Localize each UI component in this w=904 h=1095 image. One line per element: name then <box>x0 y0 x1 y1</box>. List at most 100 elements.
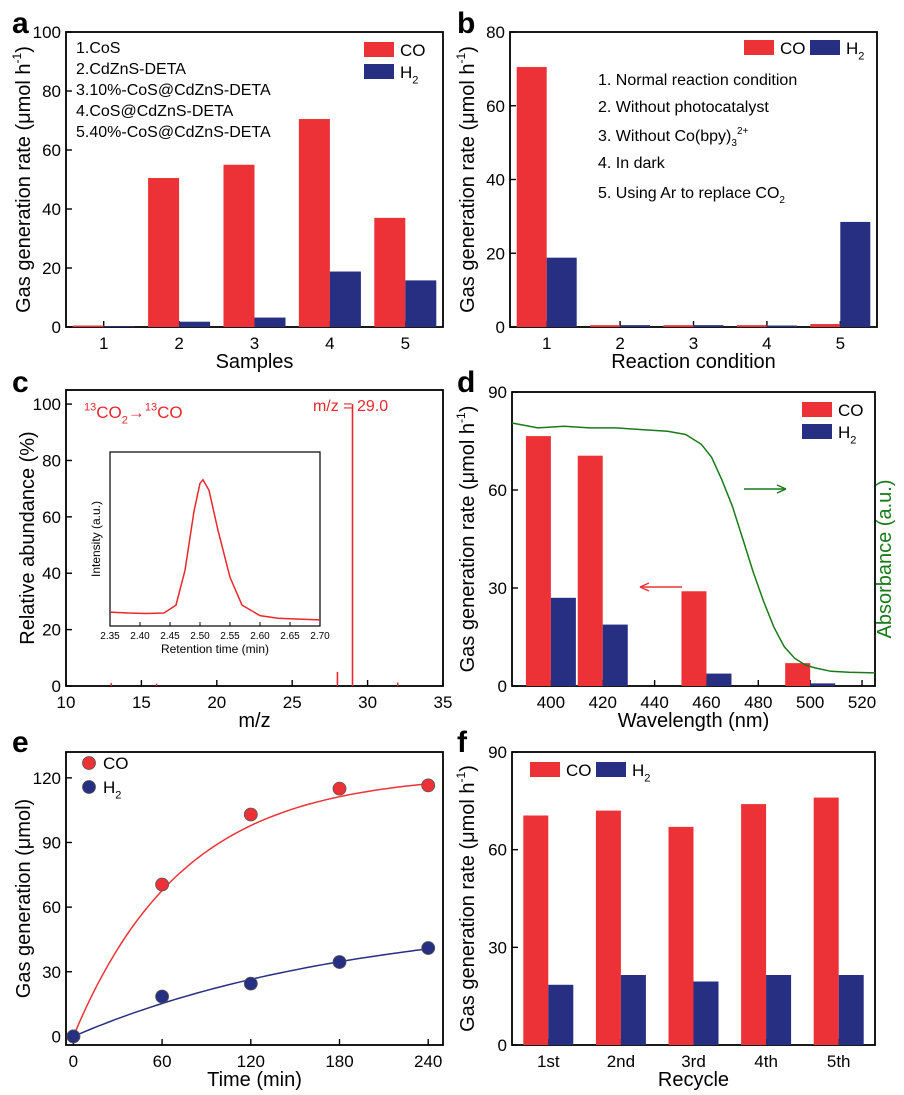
bar-h2-a <box>405 280 437 327</box>
data-point-H2-e <box>332 955 347 969</box>
reaction-label-c: 13CO2→13CO <box>84 401 183 426</box>
y-tick-label-b: 80 <box>486 23 505 42</box>
data-point-H2-e <box>66 1029 81 1044</box>
fit-curve-H2-e <box>73 948 429 1038</box>
y-tick-label-c: 20 <box>42 621 61 640</box>
bar-co-b <box>810 324 841 327</box>
legend-label-b-co: CO <box>780 39 806 58</box>
legend-label-d-co: CO <box>838 401 864 420</box>
x-tick-label-b: 3 <box>689 334 698 353</box>
inset-x-title-c: Retention time (min) <box>161 642 269 656</box>
legend-label-a-h2: H2 <box>400 63 418 86</box>
legend-swatch-f-co <box>530 762 560 777</box>
bar-co-d <box>681 591 707 686</box>
y-tick-label-a: 60 <box>42 141 61 160</box>
y-axis-title-c: Relative abundance (%) <box>17 431 39 644</box>
sample-note-a: 2.CdZnS-DETA <box>76 61 186 78</box>
x-tick-label-d: 400 <box>537 693 565 712</box>
inset-x-tick-label-c: 2.60 <box>250 631 270 642</box>
y-tick-label-a: 20 <box>42 259 61 278</box>
bar-h2-b <box>546 257 577 327</box>
bar-h2-d <box>550 597 576 686</box>
y-tick-label-f: 0 <box>498 1036 507 1055</box>
legend-swatch-a-co <box>364 42 394 57</box>
x-tick-label-c: 30 <box>358 693 377 712</box>
x-tick-label-b: 4 <box>762 334 771 353</box>
legend-marker-e-co <box>82 756 96 770</box>
x-tick-label-a: 5 <box>401 334 410 353</box>
inset-x-tick-label-c: 2.35 <box>100 631 120 642</box>
x-tick-label-b: 2 <box>615 334 624 353</box>
y-tick-label-c: 80 <box>42 451 61 470</box>
legend-swatch-a-h2 <box>364 64 394 79</box>
y-tick-label-e: 0 <box>52 1027 61 1046</box>
x-tick-label-d: 480 <box>744 693 772 712</box>
panel-label-f: f <box>457 726 468 759</box>
y-tick-label-a: 100 <box>33 23 61 42</box>
data-point-CO-e <box>155 877 169 892</box>
inset-trace-c <box>109 478 321 621</box>
panel-label-b: b <box>457 7 475 40</box>
bar-co-f <box>741 804 767 1045</box>
data-point-H2-e <box>155 989 169 1004</box>
legend-label-e-co: CO <box>103 754 129 773</box>
x-tick-label-a: 3 <box>250 334 259 353</box>
bar-co-f <box>668 826 694 1045</box>
x-tick-label-c: 35 <box>434 693 453 712</box>
bar-co-a <box>298 119 330 328</box>
y-tick-label-a: 0 <box>52 318 61 337</box>
x-tick-label-c: 20 <box>207 693 226 712</box>
y-tick-label-c: 60 <box>42 508 61 527</box>
bar-co-d <box>785 663 811 686</box>
arrowhead-left-d <box>639 582 650 592</box>
sample-note-a: 1.CoS <box>76 40 120 57</box>
y-tick-label-d: 0 <box>498 677 507 696</box>
condition-note-b: 2. Without photocatalyst <box>598 99 769 116</box>
y-axis-title-e: Gas generation (μmol) <box>13 799 35 998</box>
y-axis-title-b: Gas generation rate (μmol h-1) <box>454 46 479 313</box>
x-tick-label-a: 2 <box>174 334 183 353</box>
panel-label-c: c <box>12 366 29 399</box>
y-tick-label-d: 60 <box>488 481 507 500</box>
x-tick-label-e: 0 <box>69 1052 78 1071</box>
absorbance-curve-d <box>511 422 876 674</box>
bar-h2-f <box>693 981 719 1045</box>
bar-co-a <box>148 178 180 327</box>
y-axis-title-right-d: Absorbance (a.u.) <box>874 480 896 639</box>
y-tick-label-a: 80 <box>42 82 61 101</box>
x-tick-label-c: 10 <box>57 693 76 712</box>
bar-h2-a <box>103 326 135 327</box>
x-tick-label-f: 5th <box>827 1052 851 1071</box>
y-tick-label-e: 120 <box>33 769 61 788</box>
x-tick-label-b: 1 <box>542 334 551 353</box>
condition-note-b: 4. In dark <box>598 155 666 172</box>
data-point-H2-e <box>421 941 436 955</box>
x-tick-label-a: 4 <box>325 334 334 353</box>
x-axis-title-e: Time (min) <box>207 1069 302 1091</box>
x-tick-label-f: 2nd <box>607 1052 635 1071</box>
y-tick-label-c: 0 <box>52 677 61 696</box>
inset-x-tick-label-c: 2.70 <box>310 631 330 642</box>
x-tick-label-e: 180 <box>325 1052 353 1071</box>
x-axis-title-c: m/z <box>238 710 270 732</box>
y-tick-label-b: 20 <box>486 244 505 263</box>
bar-co-a <box>374 217 406 327</box>
peak-label-c: m/z = 29.0 <box>313 398 388 415</box>
y-axis-title-d: Gas generation rate (μmol h-1) <box>454 406 479 673</box>
data-point-CO-e <box>332 781 347 796</box>
bar-co-a <box>223 164 255 327</box>
y-tick-label-e: 30 <box>42 963 61 982</box>
legend-swatch-f-h2 <box>596 762 626 777</box>
fit-curve-CO-e <box>72 783 429 1037</box>
legend-swatch-d-h2 <box>802 424 832 439</box>
inset-x-tick-label-c: 2.40 <box>130 631 150 642</box>
legend-swatch-b-co <box>744 40 774 55</box>
bar-co-b <box>590 325 621 327</box>
x-tick-label-d: 440 <box>640 693 668 712</box>
y-tick-label-c: 100 <box>33 395 61 414</box>
bar-h2-f <box>766 975 792 1045</box>
bar-h2-a <box>254 317 286 327</box>
y-tick-label-e: 90 <box>42 833 61 852</box>
inset-y-title-c: Intensity (a.u.) <box>89 501 103 577</box>
sample-note-a: 5.40%-CoS@CdZnS-DETA <box>76 124 271 141</box>
